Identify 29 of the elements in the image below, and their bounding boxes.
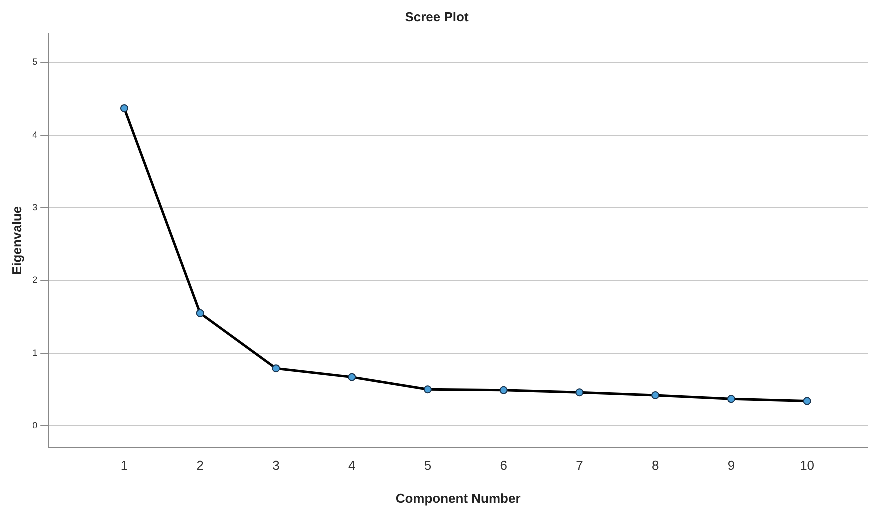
y-tick-label: 2 [32,275,38,286]
x-tick-label: 7 [576,458,584,474]
x-tick-label: 3 [272,458,280,474]
y-tick-label: 3 [32,202,38,212]
y-tick-label: 5 [32,57,38,68]
y-tick-label: 0 [32,420,38,430]
point [272,364,280,373]
point [120,104,128,112]
x-tick-label: 10 [800,458,815,474]
point [803,397,812,406]
point [652,391,660,400]
x-tick-label: 2 [196,458,204,474]
point [500,386,508,394]
point [348,373,356,382]
x-tick-label: 6 [500,458,508,474]
y-tick-label: 1 [32,348,38,358]
point [727,395,736,404]
x-tick-label: 9 [728,458,736,474]
y-axis-title: Eigenvalue [9,206,24,276]
x-tick-label: 1 [120,458,128,474]
x-tick-label: 5 [424,458,432,474]
chart-title: Scree Plot [405,9,470,24]
point [424,386,432,394]
y-tick-label: 4 [32,130,38,140]
x-tick-label: 4 [348,458,356,474]
point [196,309,204,318]
point [576,388,584,397]
x-tick-label: 8 [652,458,660,474]
x-axis-title: Component Number [396,490,521,506]
